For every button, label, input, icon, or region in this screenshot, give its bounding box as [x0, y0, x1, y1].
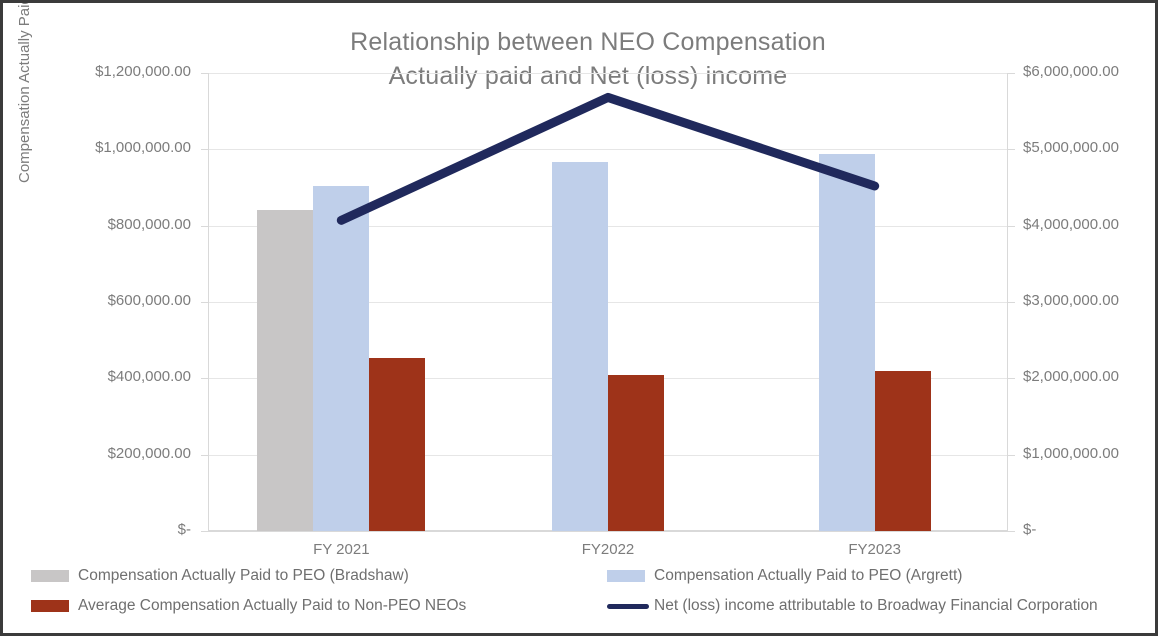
line-path[interactable] — [336, 92, 880, 225]
bar[interactable] — [313, 185, 370, 531]
y-axis-right-tick-mark — [1008, 531, 1015, 532]
y-axis-right-tick-mark — [1008, 225, 1015, 227]
legend-color-swatch — [31, 570, 69, 582]
y-axis-left-tick-label: $400,000.00 — [107, 368, 191, 386]
y-axis-right-tick-label: $- — [1023, 521, 1037, 538]
x-axis-tick-label: FY2023 — [848, 541, 901, 558]
x-axis-tick-label: FY 2021 — [313, 541, 370, 558]
y-axis-left-tick-mark — [201, 225, 208, 227]
y-axis-right-tick-label: $2,000,000.00 — [1023, 368, 1119, 386]
bar[interactable] — [874, 371, 931, 531]
y-axis-left-tick-label: $- — [177, 521, 191, 538]
bar[interactable] — [257, 210, 314, 531]
y-axis-left-tick-mark — [201, 302, 208, 303]
y-axis-right-tick-label: $6,000,000.00 — [1023, 63, 1119, 80]
gridline — [208, 149, 1008, 151]
x-axis-line — [208, 530, 1008, 532]
y-axis-right-tick-mark — [1008, 302, 1015, 303]
y-axis-left-tick-mark — [201, 149, 208, 151]
y-axis-right-tick-mark — [1008, 73, 1015, 74]
y-axis-right-line — [1007, 73, 1008, 531]
y-axis-right-tick-label: $5,000,000.00 — [1023, 139, 1119, 157]
y-axis-title: Compensation Actually Paid — [16, 0, 33, 183]
legend-item-label: Net (loss) income attributable to Broadw… — [654, 597, 1098, 614]
y-axis-left-line — [208, 73, 209, 531]
chart-legend: Compensation Actually Paid to PEO (Brads… — [3, 565, 1155, 631]
y-axis-left-tick-mark — [201, 73, 208, 74]
y-axis-right-tick-mark — [1008, 149, 1015, 151]
y-axis-left-tick-label: $1,200,000.00 — [95, 63, 191, 80]
y-axis-left-tick-mark — [201, 531, 208, 532]
legend-item[interactable]: Compensation Actually Paid to PEO (Argre… — [607, 567, 962, 585]
legend-item-label: Compensation Actually Paid to PEO (Argre… — [654, 567, 963, 584]
y-axis-right-tick-mark — [1008, 378, 1015, 380]
x-axis-tick-label: FY2022 — [581, 541, 635, 558]
chart-title-line-1: Relationship between NEO Compensation — [350, 28, 826, 56]
bar[interactable] — [818, 154, 875, 531]
legend-line-marker — [607, 603, 649, 609]
bar[interactable] — [369, 358, 426, 531]
y-axis-right-tick-mark — [1008, 454, 1015, 456]
gridline — [208, 302, 1008, 303]
bar[interactable] — [552, 162, 608, 531]
plot-area — [208, 73, 1008, 532]
bar[interactable] — [608, 375, 664, 531]
legend-item[interactable]: Compensation Actually Paid to PEO (Brads… — [31, 567, 409, 585]
y-axis-left-tick-label: $800,000.00 — [107, 215, 191, 233]
y-axis-left-tick-label: $200,000.00 — [107, 444, 191, 462]
legend-item-label: Compensation Actually Paid to PEO (Brads… — [78, 567, 409, 584]
y-axis-left-tick-mark — [201, 378, 208, 380]
legend-item[interactable]: Net (loss) income attributable to Broadw… — [607, 597, 1098, 615]
chart-title: Relationship between NEO Compensation Ac… — [193, 25, 983, 93]
y-axis-left-tick-label: $600,000.00 — [107, 292, 191, 309]
gridline — [208, 73, 1008, 74]
legend-color-swatch — [31, 600, 69, 612]
legend-item[interactable]: Average Compensation Actually Paid to No… — [31, 597, 466, 615]
y-axis-right-tick-label: $1,000,000.00 — [1023, 444, 1119, 462]
y-axis-right-tick-label: $3,000,000.00 — [1023, 292, 1119, 309]
y-axis-left-tick-label: $1,000,000.00 — [95, 139, 191, 157]
legend-item-label: Average Compensation Actually Paid to No… — [78, 597, 467, 614]
legend-color-swatch — [607, 570, 645, 582]
chart-title-line-2: Actually paid and Net (loss) income — [388, 62, 788, 90]
y-axis-right-tick-label: $4,000,000.00 — [1023, 215, 1119, 233]
y-axis-left-tick-mark — [201, 454, 208, 456]
gridline — [208, 225, 1008, 227]
